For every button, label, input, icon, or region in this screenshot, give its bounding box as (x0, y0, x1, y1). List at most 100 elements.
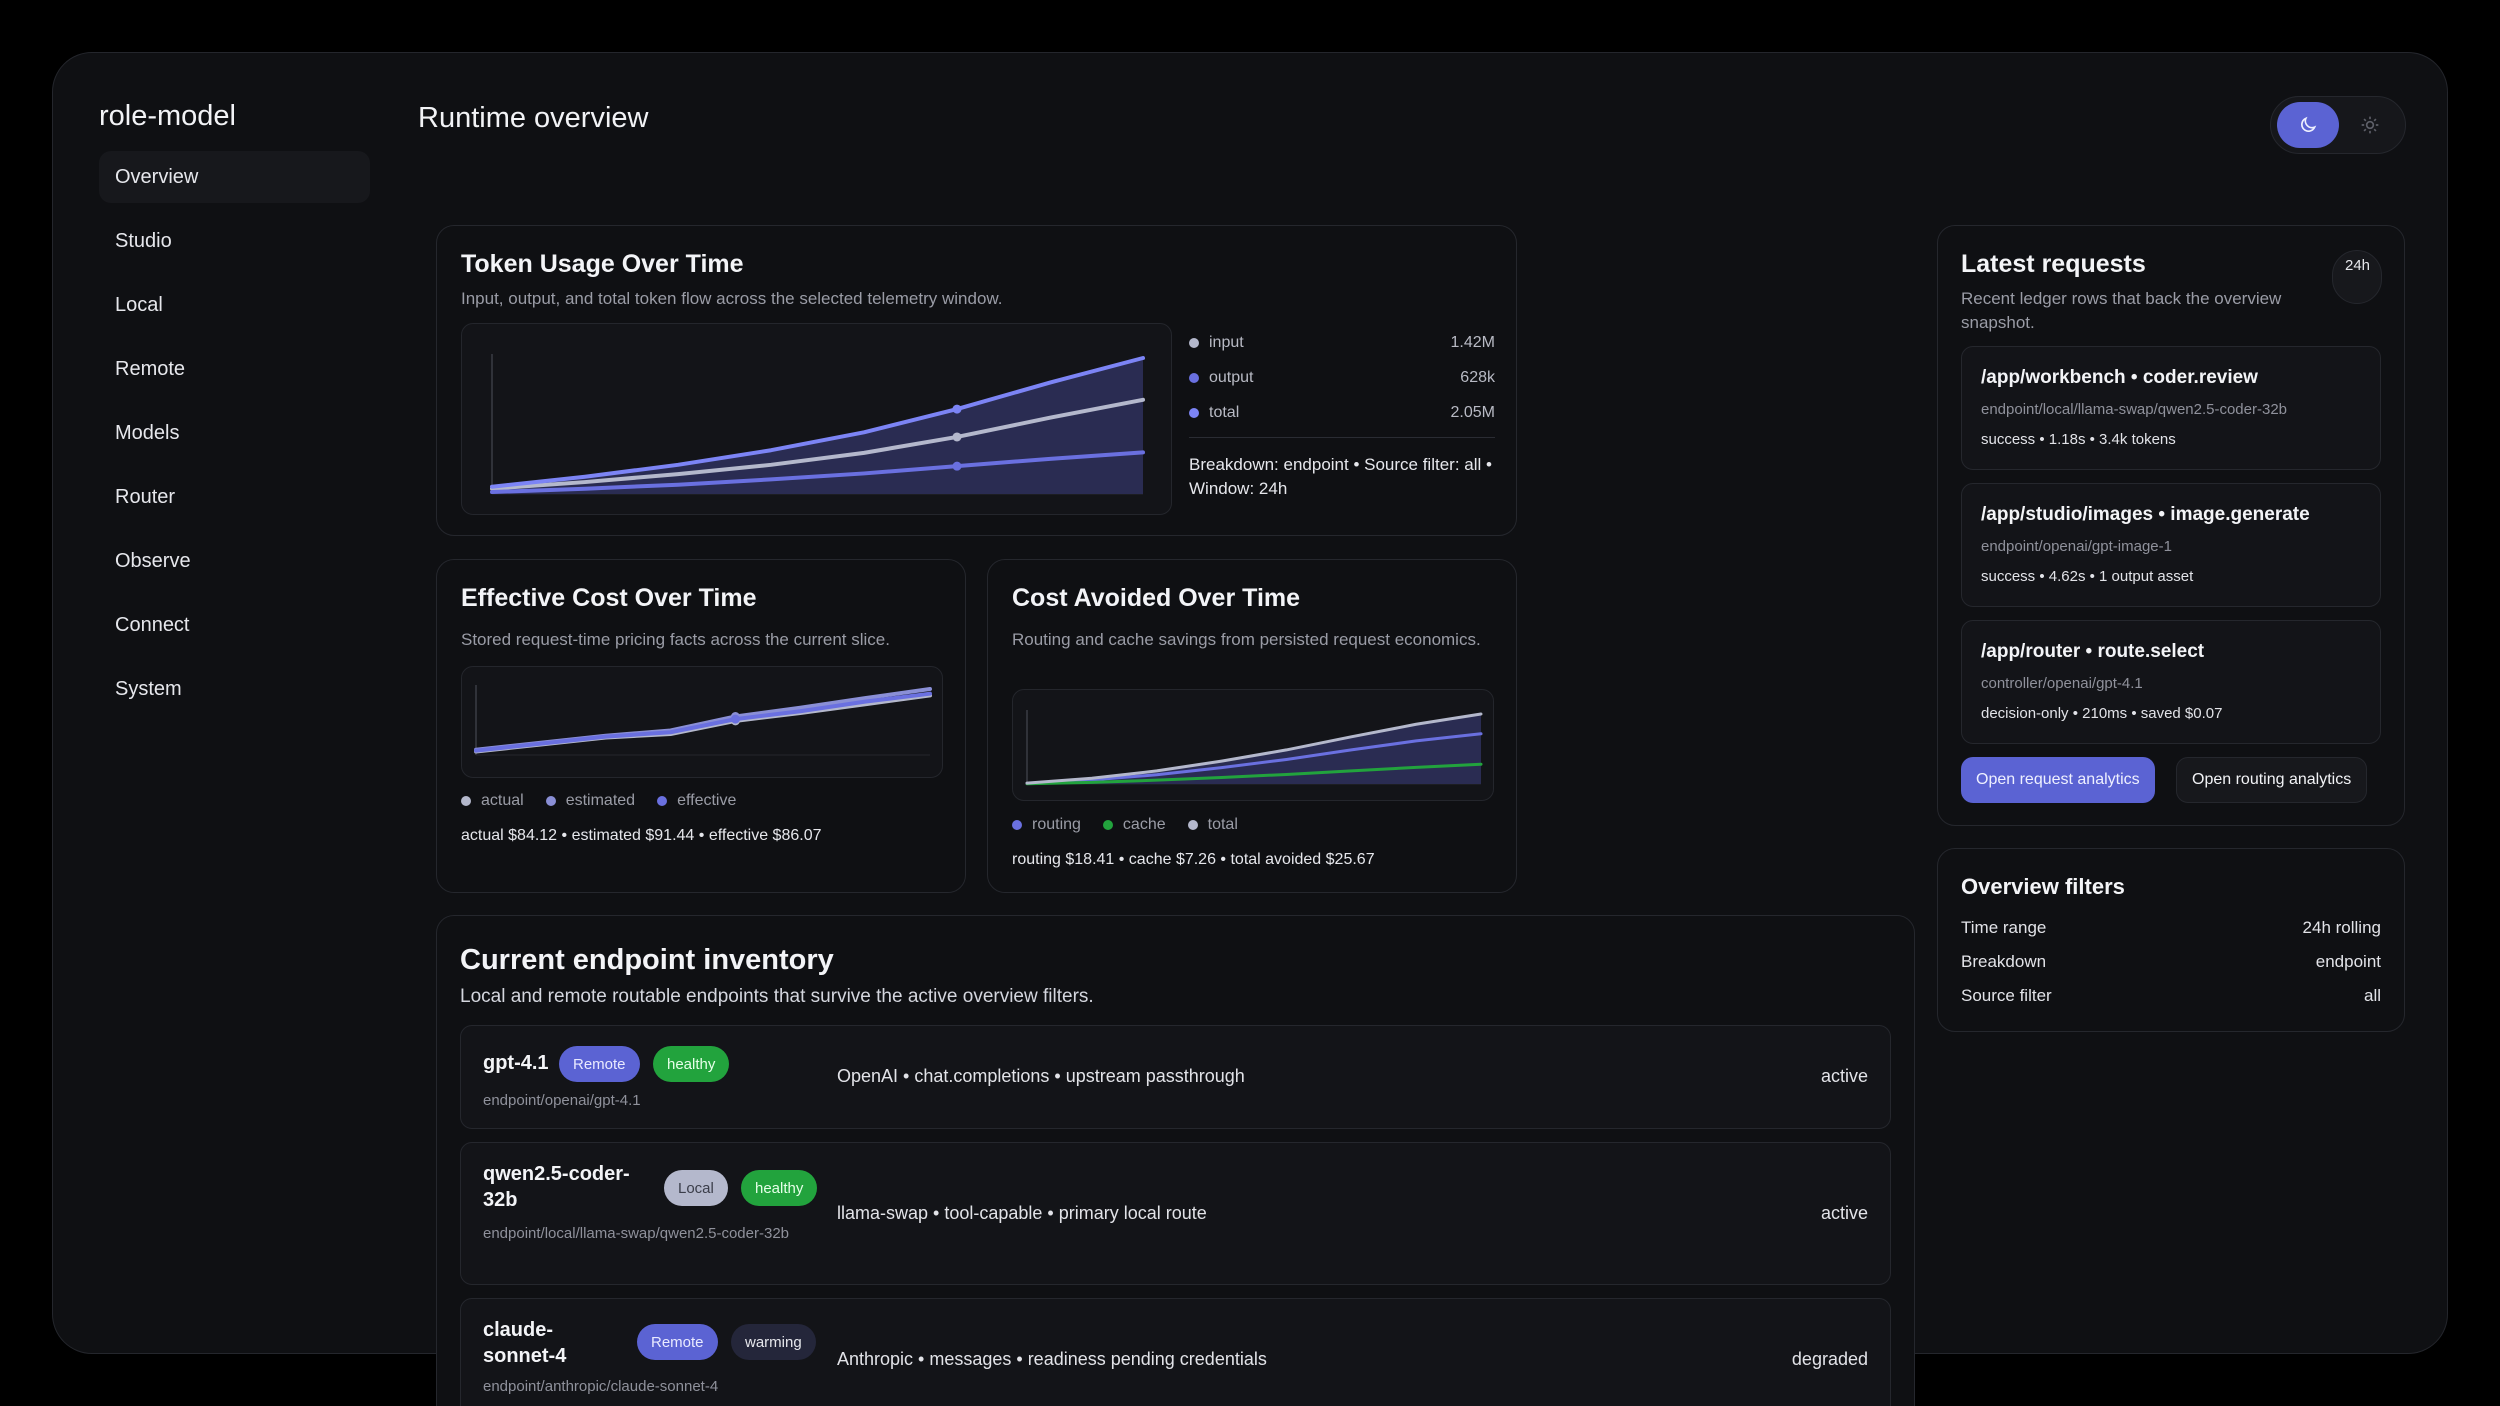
latest-requests-subtitle: Recent ledger rows that back the overvie… (1961, 289, 2282, 332)
sidebar-item-local[interactable]: Local (115, 293, 163, 316)
legend-input-label: input (1209, 334, 1244, 351)
endpoint-status: degraded (1791, 1349, 1868, 1369)
sidebar-item-router[interactable]: Router (115, 485, 176, 508)
cost-avoided-plot (1025, 710, 1483, 786)
legend-input-value: 1.42M (1450, 334, 1495, 351)
open-routing-analytics-button[interactable]: Open routing analytics (2176, 757, 2368, 803)
endpoint-status: active (1820, 1066, 1868, 1086)
effective-cost-subtitle: Stored request-time pricing facts across… (461, 630, 890, 649)
series-line-output (490, 450, 1145, 495)
effective-cost-chart (461, 666, 943, 778)
series-point-total (952, 404, 962, 414)
series-area-total (492, 358, 1143, 494)
sidebar-nav: Overview Studio Local Remote Models Rout… (99, 151, 370, 727)
legend-total-swatch (1189, 408, 1199, 418)
endpoint-name: claude-sonnet-4 (483, 1319, 567, 1367)
cost-avoided-chart (1012, 689, 1494, 801)
series-line-total (490, 356, 1145, 489)
filter-row-breakdown: Breakdown endpoint (1961, 952, 2381, 972)
series-line-total (1025, 712, 1483, 785)
badge-remote: Remote (559, 1046, 640, 1082)
effective-cost-summary: actual $84.12 • estimated $91.44 • effec… (461, 827, 822, 844)
request-item-studio-images[interactable]: /app/studio/images • image.generate endp… (1961, 483, 2381, 607)
filter-row-source-filter: Source filter all (1961, 986, 2381, 1006)
endpoint-description: Anthropic • messages • readiness pending… (837, 1349, 1267, 1369)
request-title: /app/studio/images • image.generate (1981, 504, 2310, 525)
legend-output: output 628k (1189, 369, 1495, 387)
sidebar-item-observe[interactable]: Observe (115, 549, 191, 572)
series-line-input (490, 397, 1145, 491)
endpoint-description: llama-swap • tool-capable • primary loca… (837, 1203, 1207, 1223)
request-path: controller/openai/gpt-4.1 (1981, 675, 2143, 692)
request-title: /app/router • route.select (1981, 641, 2205, 662)
token-usage-plot (490, 354, 1145, 495)
legend-avoided-total: total (1187, 816, 1238, 834)
legend-output-label: output (1209, 369, 1254, 386)
series-point-effective (730, 714, 740, 724)
endpoint-path: endpoint/openai/gpt-4.1 (483, 1092, 641, 1109)
legend-actual: actual (461, 792, 524, 810)
legend-input-swatch (1189, 338, 1199, 348)
endpoint-status: active (1820, 1203, 1868, 1223)
badge-healthy: healthy (653, 1046, 730, 1082)
legend-effective: effective (657, 792, 736, 810)
filter-label: Time range (1961, 918, 2047, 937)
request-meta: success • 4.62s • 1 output asset (1981, 568, 2194, 585)
token-usage-breakdown: Breakdown: endpoint • Source filter: all… (1189, 455, 1492, 498)
sidebar-item-remote[interactable]: Remote (115, 357, 186, 380)
request-meta: success • 1.18s • 3.4k tokens (1981, 431, 2176, 448)
effective-cost-card: Effective Cost Over Time Stored request-… (436, 559, 966, 893)
endpoint-name: gpt-4.1 (483, 1052, 549, 1074)
badge-warming: warming (731, 1324, 816, 1360)
sidebar-item-studio[interactable]: Studio (115, 229, 172, 252)
sidebar-item-overview[interactable]: Overview (99, 151, 370, 203)
cost-avoided-subtitle: Routing and cache savings from persisted… (1012, 630, 1481, 649)
series-line-estimated (474, 687, 932, 752)
sun-icon (2361, 116, 2379, 134)
request-title: /app/workbench • coder.review (1981, 367, 2258, 388)
legend-total-value: 2.05M (1450, 404, 1495, 421)
effective-cost-title: Effective Cost Over Time (461, 584, 757, 612)
series-point-input (952, 432, 962, 442)
moon-icon (2301, 116, 2317, 132)
legend-output-swatch (1189, 373, 1199, 383)
request-path: endpoint/local/llama-swap/qwen2.5-coder-… (1981, 401, 2288, 418)
legend-output-value: 628k (1460, 369, 1495, 386)
token-usage-card: Token Usage Over Time Input, output, and… (436, 225, 1517, 536)
series-line-routing (1025, 732, 1483, 785)
cost-avoided-title: Cost Avoided Over Time (1012, 584, 1301, 612)
page-title: Runtime overview (418, 102, 649, 134)
light-mode-button[interactable] (2339, 102, 2401, 148)
endpoint-row-qwen[interactable]: qwen2.5-coder-32b Local healthy endpoint… (460, 1142, 1891, 1285)
cost-avoided-summary: routing $18.41 • cache $7.26 • total avo… (1012, 851, 1375, 868)
series-area-total (1027, 714, 1481, 784)
endpoint-description: OpenAI • chat.completions • upstream pas… (837, 1066, 1245, 1086)
endpoint-row-gpt-4-1[interactable]: gpt-4.1 Remote healthy endpoint/openai/g… (460, 1025, 1891, 1129)
badge-remote: Remote (637, 1324, 718, 1360)
sidebar-item-models[interactable]: Models (115, 421, 180, 444)
latest-requests-title: Latest requests (1961, 250, 2146, 278)
request-meta: decision-only • 210ms • saved $0.07 (1981, 705, 2223, 722)
cost-avoided-card: Cost Avoided Over Time Routing and cache… (987, 559, 1517, 893)
endpoint-row-claude[interactable]: claude-sonnet-4 Remote warming endpoint/… (460, 1298, 1891, 1406)
cost-avoided-legend: routing cache total (1012, 816, 1238, 834)
request-item-workbench[interactable]: /app/workbench • coder.review endpoint/l… (1961, 346, 2381, 470)
brand-logo: role-model (99, 100, 236, 132)
legend-input: input 1.42M (1189, 334, 1495, 352)
filter-label: Source filter (1961, 986, 2052, 1005)
legend-total-label: total (1209, 404, 1240, 421)
request-item-router[interactable]: /app/router • route.select controller/op… (1961, 620, 2381, 744)
overview-filters-card: Overview filters (1937, 848, 2405, 1032)
open-request-analytics-button[interactable]: Open request analytics (1961, 757, 2155, 803)
series-line-effective (474, 691, 932, 753)
token-usage-chart (461, 323, 1172, 515)
sidebar-item-system[interactable]: System (115, 677, 182, 700)
window-badge[interactable]: 24h (2332, 250, 2382, 304)
dark-mode-button[interactable] (2277, 102, 2339, 148)
inventory-title: Current endpoint inventory (460, 944, 834, 976)
series-point-output (952, 461, 962, 471)
sidebar-item-connect[interactable]: Connect (115, 613, 190, 636)
legend-estimated: estimated (545, 792, 635, 810)
filter-value: 24h rolling (2302, 918, 2381, 937)
overview-filters-title: Overview filters (1961, 874, 2125, 899)
